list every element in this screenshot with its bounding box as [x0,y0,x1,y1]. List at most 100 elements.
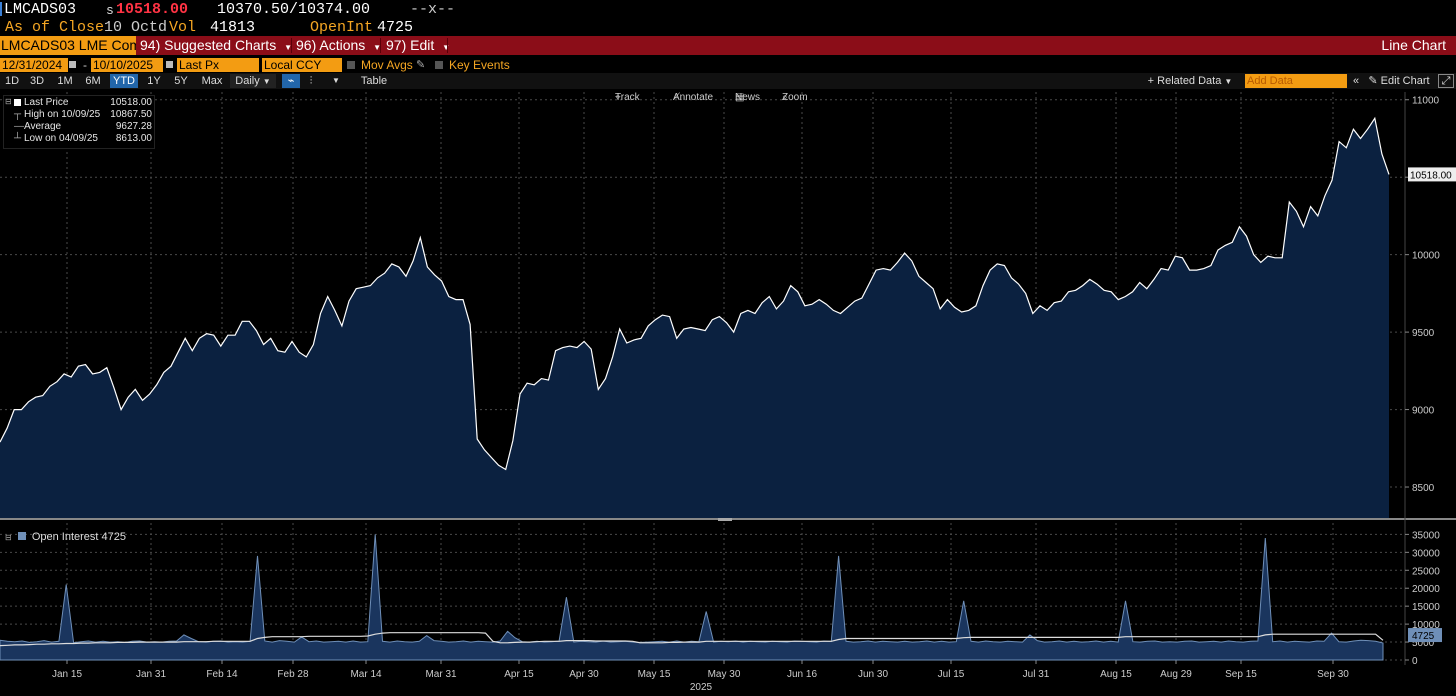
period-label: Daily [235,75,260,87]
x-tick-label: Apr 15 [504,669,534,680]
chevron-down-icon: ▼ [284,43,293,52]
x-tick-label: Apr 30 [569,669,599,680]
series-swatch [17,532,26,540]
x-tick-label: Mar 14 [350,669,382,680]
legend-value: 9627.28 [115,121,152,132]
news-label: News [735,92,761,103]
expand-icon[interactable]: ⤢ [1438,74,1454,88]
chart-type-title: Line Chart [1381,37,1446,53]
suggested-charts-label: 94) Suggested Charts [140,37,277,53]
actions-menu[interactable]: 96) Actions ▼ [296,36,381,55]
currency-select[interactable]: Local CCY [262,58,342,72]
legend-label: Last Price [24,97,69,108]
volume-value: 41813 [210,19,256,36]
open-interest-legend: ⊟ Open Interest 4725 [5,531,126,543]
ticker-symbol: LMCADS03 [4,1,77,18]
x-tick-label: Sep 15 [1225,669,1257,680]
edit-menu[interactable]: 97) Edit ▼ [386,36,450,55]
as-of-date: 10 Octd [104,19,168,36]
menu-divider [291,38,292,53]
x-tick-label: May 15 [638,669,671,680]
bid-ask: 10370.50/10374.00 [217,1,371,18]
x-tick-label: May 30 [708,669,741,680]
edit-chart-button[interactable]: ✎ Edit Chart [1366,74,1432,88]
track-label: Track [615,92,640,103]
calendar-icon[interactable] [69,61,76,68]
oi-last-tag-label: 4725 [1412,631,1435,642]
end-date-field[interactable]: 10/10/2025 [91,58,163,72]
oi-y-tick-label: 10000 [1412,620,1440,631]
low-marker-icon: ┴ [14,133,22,144]
collapse-icon[interactable]: ⊟ [5,533,12,542]
x-tick-label: Feb 28 [277,669,309,680]
y-tick-label: 9000 [1412,406,1435,417]
range-1d[interactable]: 1D [4,75,20,87]
range-3d[interactable]: 3D [29,75,45,87]
oi-y-tick-label: 20000 [1412,584,1440,595]
start-date-field[interactable]: 12/31/2024 [0,58,68,72]
collapse-icon[interactable]: ⊟ [5,97,12,106]
collapse-icon[interactable]: « [1352,75,1360,87]
x-tick-label: Aug 29 [1160,669,1192,680]
price-field-select[interactable]: Last Px [177,58,259,72]
range-1y[interactable]: 1Y [147,75,161,87]
key-events-checkbox[interactable] [435,61,443,69]
chevron-down-icon: ▼ [262,77,271,86]
security-field[interactable]: LMCADS03 LME Comdty [0,36,136,55]
function-menu-bar: LMCADS03 LME Comdty 94) Suggested Charts… [0,36,1456,55]
bar-chart-icon[interactable]: ⫶ [309,75,313,87]
line-chart-icon[interactable]: ⌁ [282,74,300,88]
annotate-label: Annotate [673,92,714,103]
menu-divider [380,38,381,53]
key-events-label: Key Events [449,58,510,72]
related-data-menu[interactable]: + Related Data ▼ [1144,74,1236,88]
oi-y-tick-label: 15000 [1412,602,1440,613]
quote-subheader: As of Close 10 Octd Vol 41813 OpenInt 47… [0,18,1456,36]
date-range-dash: - [83,58,87,72]
range-5y[interactable]: 5Y [174,75,188,87]
y-tick-label: 9500 [1412,328,1435,339]
range-max[interactable]: Max [201,75,223,87]
related-data-label: + Related Data [1147,75,1222,87]
legend-label: Average [24,121,62,132]
edit-label: 97) Edit [386,37,435,53]
open-interest-value: 4725 [377,19,414,36]
average-marker-icon: — [14,121,24,132]
actions-label: 96) Actions [296,37,366,53]
pencil-icon[interactable]: ✎ [416,59,426,71]
legend-label: High on 10/09/25 [24,109,101,120]
zoom-label: Zoom [782,92,808,103]
currency-prefix: s [106,3,114,18]
x-tick-label: Jul 31 [1023,669,1050,680]
volume-label: Vol [169,19,197,36]
legend-value: 8613.00 [115,133,152,144]
chevron-down-icon: ▼ [1224,77,1233,86]
range-6m[interactable]: 6M [85,75,101,87]
x-tick-label: Jan 15 [52,669,82,680]
oi-y-tick-label: 30000 [1412,548,1440,559]
mov-avgs-checkbox[interactable] [347,61,355,69]
open-interest-label: OpenInt [310,19,374,36]
legend-value: 10518.00 [110,97,152,108]
calendar-icon[interactable] [166,61,173,68]
suggested-charts-menu[interactable]: 94) Suggested Charts ▼ [140,36,292,55]
add-data-input[interactable]: Add Data [1245,74,1347,88]
x-tick-label: Feb 14 [206,669,238,680]
crosshair-icon: ⌖ [615,92,621,103]
chevron-down-icon[interactable]: ▼ [332,76,340,85]
x-tick-label: Sep 30 [1317,669,1349,680]
price-chart[interactable]: Jan 15 Jan 31 Feb 14 Feb 28 Mar 14 Mar 31 Apr … [0,90,1456,696]
range-1m[interactable]: 1M [57,75,73,87]
oi-y-tick-label: 0 [1412,656,1418,667]
oi-y-tick-label: 35000 [1412,530,1440,541]
range-ytd[interactable]: YTD [110,74,138,88]
table-button[interactable]: Table [360,75,388,87]
y-tick-label: 8500 [1412,483,1435,494]
x-tick-label: Jul 15 [938,669,965,680]
x-axis-year-label: 2025 [690,682,713,693]
legend-row-high: ┬ High on 10/09/25 10867.50 [4,109,154,121]
period-select[interactable]: Daily ▼ [230,74,276,88]
legend-row-last: ⊟ Last Price 10518.00 [4,97,154,109]
chart-options-bar: 12/31/2024 - 10/10/2025 Last Px Local CC… [0,57,1456,73]
y-tick-label: 11000 [1412,96,1440,107]
